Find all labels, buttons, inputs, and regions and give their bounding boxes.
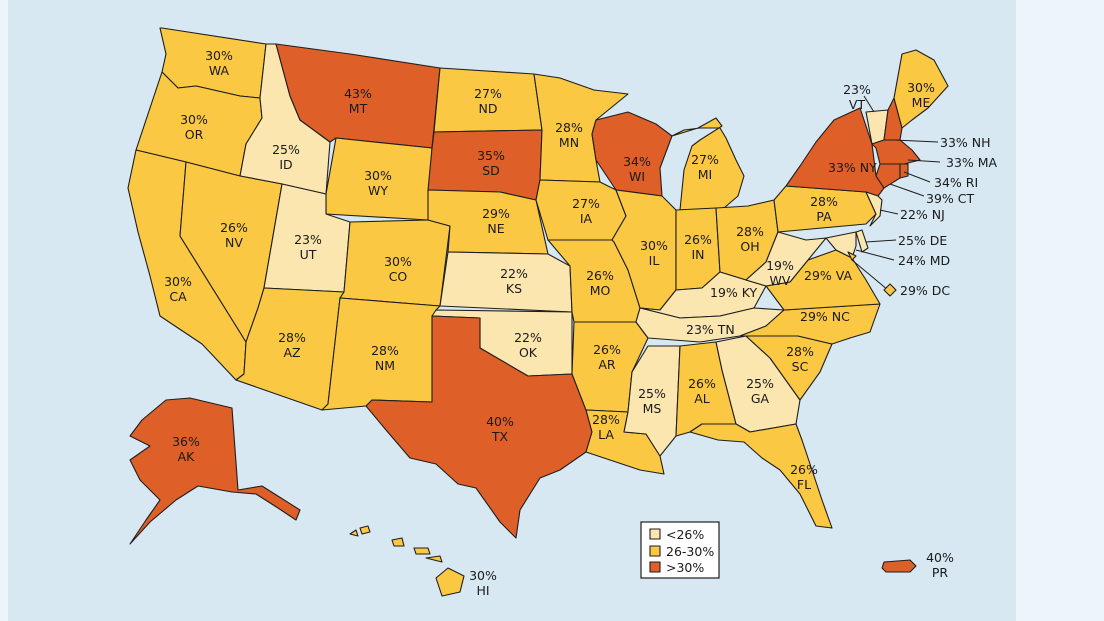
label-or: 30% OR xyxy=(180,112,208,142)
left-frame-strip xyxy=(0,0,8,621)
label-leader-lines xyxy=(851,95,941,291)
legend-label-low: <26% xyxy=(666,527,704,542)
label-ks: 22% KS xyxy=(500,266,528,296)
label-tx: 40% TX xyxy=(486,414,514,444)
label-in: 26% IN xyxy=(684,232,712,262)
right-frame-strip xyxy=(1016,0,1104,621)
label-sc: 28% SC xyxy=(786,344,814,374)
label-wi: 34% WI xyxy=(623,154,651,184)
label-mi: 27% MI xyxy=(691,152,719,182)
state-wi xyxy=(591,111,673,197)
state-tx xyxy=(365,315,593,539)
label-hi: 30% HI xyxy=(469,568,497,598)
state-md xyxy=(825,231,857,259)
label-ak: 36% AK xyxy=(172,434,200,464)
state-wy xyxy=(325,137,433,221)
legend-item-mid: 26-30% xyxy=(649,544,714,559)
state-nc xyxy=(739,303,881,345)
label-ny: 33% NY xyxy=(828,160,877,175)
legend-item-high: >30% xyxy=(649,560,704,575)
label-nv: 26% NV xyxy=(220,220,248,250)
state-pr xyxy=(881,559,917,573)
state-nj xyxy=(865,191,883,227)
label-az: 28% AZ xyxy=(278,330,306,360)
label-nd: 27% ND xyxy=(474,86,502,116)
label-mn: 28% MN xyxy=(555,120,583,150)
state-tn xyxy=(635,307,785,343)
label-dc: 29% DC xyxy=(900,283,950,298)
label-ut: 23% UT xyxy=(294,232,322,262)
state-de xyxy=(855,229,869,253)
label-oh: 28% OH xyxy=(736,224,764,254)
label-ne: 29% NE xyxy=(482,206,510,236)
legend-swatch-mid xyxy=(649,545,661,557)
label-mo: 26% MO xyxy=(586,268,614,298)
label-pa: 28% PA xyxy=(810,194,838,224)
legend-swatch-high xyxy=(649,561,661,573)
label-co: 30% CO xyxy=(384,254,412,284)
label-la: 28% LA xyxy=(592,412,620,442)
state-wv xyxy=(745,231,827,287)
state-fl xyxy=(689,423,833,529)
state-nh xyxy=(883,97,903,141)
label-wa: 30% WA xyxy=(205,48,233,78)
label-ga: 25% GA xyxy=(746,376,774,406)
label-wv: 19% WV xyxy=(766,258,794,288)
label-ma: 33% MA xyxy=(946,155,998,170)
label-wy: 30% WY xyxy=(364,168,392,198)
label-md: 24% MD xyxy=(898,253,950,268)
label-tn: 23% TN xyxy=(686,322,735,337)
label-pr: 40% PR xyxy=(926,550,954,580)
label-ar: 26% AR xyxy=(593,342,621,372)
label-al: 26% AL xyxy=(688,376,716,406)
label-va: 29% VA xyxy=(804,268,853,283)
dc-diamond-marker xyxy=(883,283,897,297)
label-me: 30% ME xyxy=(907,80,935,110)
legend-swatch-low xyxy=(649,528,661,540)
state-labels: 30% WA 30% OR 30% CA 25% ID 26% NV 43% MT 30% W… xyxy=(164,48,997,598)
label-nh: 33% NH xyxy=(940,135,991,150)
label-vt: 23% VT xyxy=(843,82,871,112)
state-dc-region xyxy=(847,251,857,261)
legend-item-low: <26% xyxy=(649,527,704,542)
label-fl: 26% FL xyxy=(790,462,818,492)
label-ia: 27% IA xyxy=(572,196,600,226)
label-ok: 22% OK xyxy=(514,330,542,360)
label-ca: 30% CA xyxy=(164,274,192,304)
label-nj: 22% NJ xyxy=(900,207,945,222)
state-ri xyxy=(899,163,909,179)
label-ky: 19% KY xyxy=(710,285,758,300)
legend-label-mid: 26-30% xyxy=(666,544,714,559)
label-nc: 29% NC xyxy=(800,309,850,324)
state-ak xyxy=(129,397,301,545)
label-mt: 43% MT xyxy=(344,86,372,116)
label-ri: 34% RI xyxy=(934,175,978,190)
legend-label-high: >30% xyxy=(666,560,704,575)
state-hi xyxy=(349,525,465,597)
state-me xyxy=(893,49,949,129)
label-de: 25% DE xyxy=(898,233,947,248)
label-nm: 28% NM xyxy=(371,343,399,373)
label-il: 30% IL xyxy=(640,238,668,268)
label-ct: 39% CT xyxy=(926,191,974,206)
legend: <26% 26-30% >30% xyxy=(640,521,720,579)
label-sd: 35% SD xyxy=(477,148,505,178)
label-id: 25% ID xyxy=(272,142,300,172)
label-ms: 25% MS xyxy=(638,386,666,416)
